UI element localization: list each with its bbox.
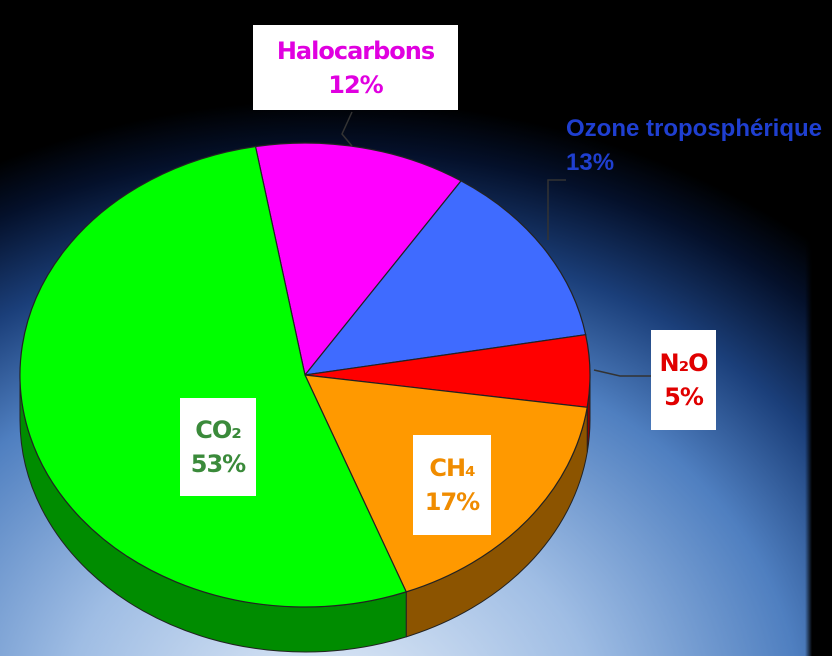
slice-label: Ozone troposphérique 13% (566, 112, 828, 180)
category-name: N₂O (659, 349, 709, 377)
leader-line (547, 179, 566, 240)
pie-slice (19, 145, 408, 608)
category-name: CH₄ (429, 454, 475, 482)
category-name: CO₂ (195, 416, 242, 444)
pie-slice (303, 180, 587, 376)
leader-line (593, 369, 652, 377)
slice-label: CH₄ 17% (413, 435, 491, 535)
leader-line (341, 111, 353, 147)
value-label: 5% (664, 383, 704, 411)
category-name: Halocarbons (276, 36, 435, 65)
value-label: 17% (424, 488, 480, 516)
pie-slice (254, 142, 462, 377)
pie-top (19, 142, 591, 608)
slice-label: CO₂ 53% (180, 398, 256, 496)
slice-label: Halocarbons 12% (253, 25, 458, 110)
category-name: Ozone troposphérique (566, 115, 823, 142)
value-label: 53% (190, 450, 246, 478)
value-label: 13% (566, 149, 615, 176)
value-label: 12% (328, 70, 383, 99)
slice-label: N₂O 5% (651, 330, 716, 430)
